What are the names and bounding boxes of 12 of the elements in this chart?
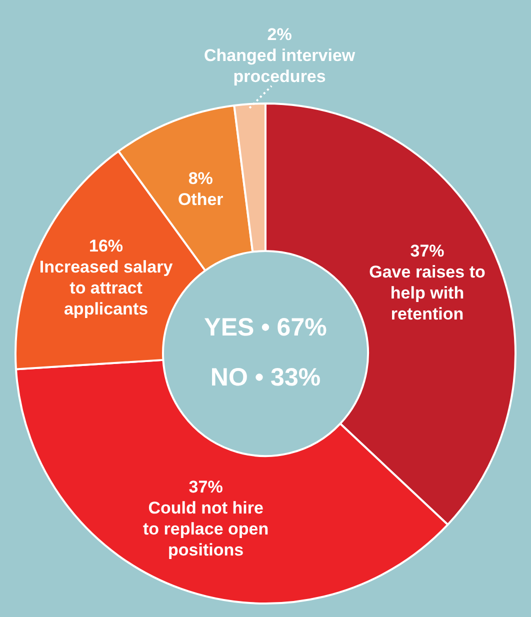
data-label: 37% xyxy=(410,242,444,261)
slice-label: Other xyxy=(178,190,224,209)
slice-label: Increased salary to attract applicants xyxy=(39,258,174,319)
data-label: 37% xyxy=(188,478,223,497)
data-label: 16% xyxy=(89,236,124,256)
text: YES • 67% xyxy=(204,313,327,342)
slice-label: Changed interview procedures xyxy=(204,46,356,86)
slice-label: Could not hire to replace open positions xyxy=(142,498,269,560)
data-label: 2% xyxy=(267,25,292,44)
data-label: 8% xyxy=(188,168,213,188)
slice-label: Gave raises to help with retention xyxy=(369,262,486,324)
text: NO • 33% xyxy=(210,363,321,392)
